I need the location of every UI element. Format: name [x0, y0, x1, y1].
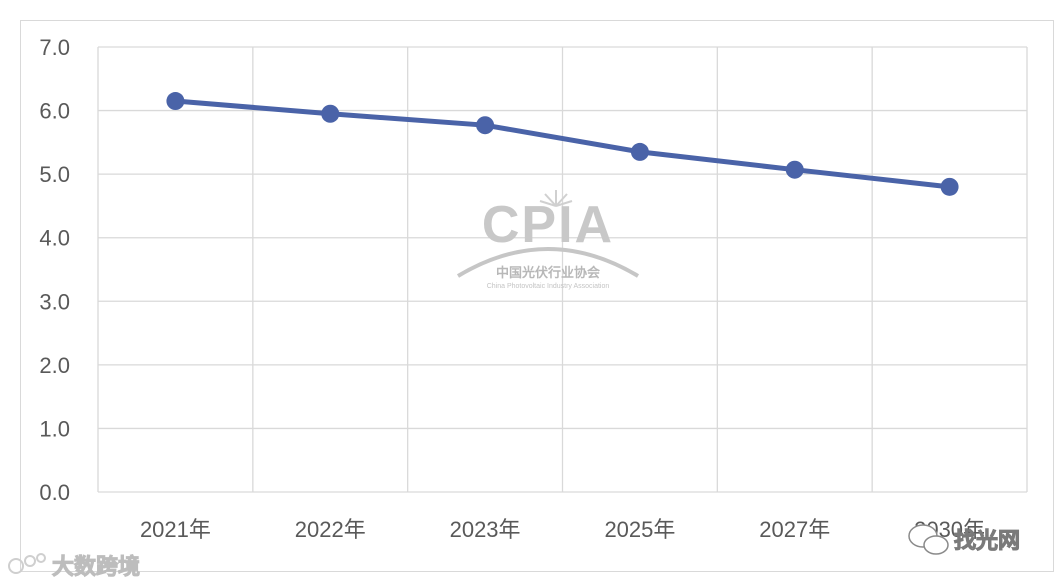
- y-tick-label: 1.0: [39, 416, 70, 441]
- data-point: [940, 177, 959, 196]
- y-tick-label: 6.0: [39, 99, 70, 124]
- watermark-chinese-name: 中国光伏行业协会: [496, 265, 601, 280]
- grid-layer: [97, 46, 1028, 493]
- sun-rays-icon: [539, 190, 573, 207]
- brand-logo-icon: [8, 553, 46, 574]
- y-tick-label: 4.0: [39, 226, 70, 251]
- x-tick-label: 2022年: [295, 517, 366, 542]
- y-tick-label: 7.0: [39, 35, 70, 60]
- watermark-logo-text: CPIA: [482, 196, 614, 254]
- y-tick-label: 0.0: [39, 480, 70, 505]
- x-tick-label: 2025年: [604, 517, 675, 542]
- watermark-arc: [456, 247, 640, 278]
- y-tick-label: 5.0: [39, 162, 70, 187]
- x-tick-label: 2027年: [759, 517, 830, 542]
- data-point: [476, 116, 495, 135]
- series-line: [172, 98, 953, 190]
- chart-frame: [20, 20, 1054, 572]
- y-tick-label: 2.0: [39, 353, 70, 378]
- series-layer: [166, 92, 959, 196]
- bottom-left-watermark-text: 大数跨境: [52, 554, 140, 579]
- data-point: [785, 160, 804, 179]
- watermark-english-name: China Photovoltaic Industry Association: [487, 283, 610, 290]
- bottom-right-watermark-text: 找光网: [954, 528, 1020, 553]
- axis-layer: 0.0 1.0 2.0 3.0 4.0 5.0 6.0 7.0 2021年 2022年 2023年 2…: [39, 35, 985, 542]
- y-tick-label: 3.0: [39, 289, 70, 314]
- x-tick-label: 2021年: [140, 517, 211, 542]
- cpia-watermark: CPIA 中国光伏行业协会 China Photovoltaic Industr…: [456, 190, 640, 290]
- data-point: [630, 142, 649, 161]
- data-point: [321, 104, 340, 123]
- wechat-icon: [908, 524, 949, 555]
- bottom-left-overlay: 大数跨境: [8, 553, 141, 580]
- x-tick-label: 2023年: [450, 517, 521, 542]
- bottom-right-overlay: 找光网: [908, 524, 1021, 555]
- data-point: [166, 92, 185, 111]
